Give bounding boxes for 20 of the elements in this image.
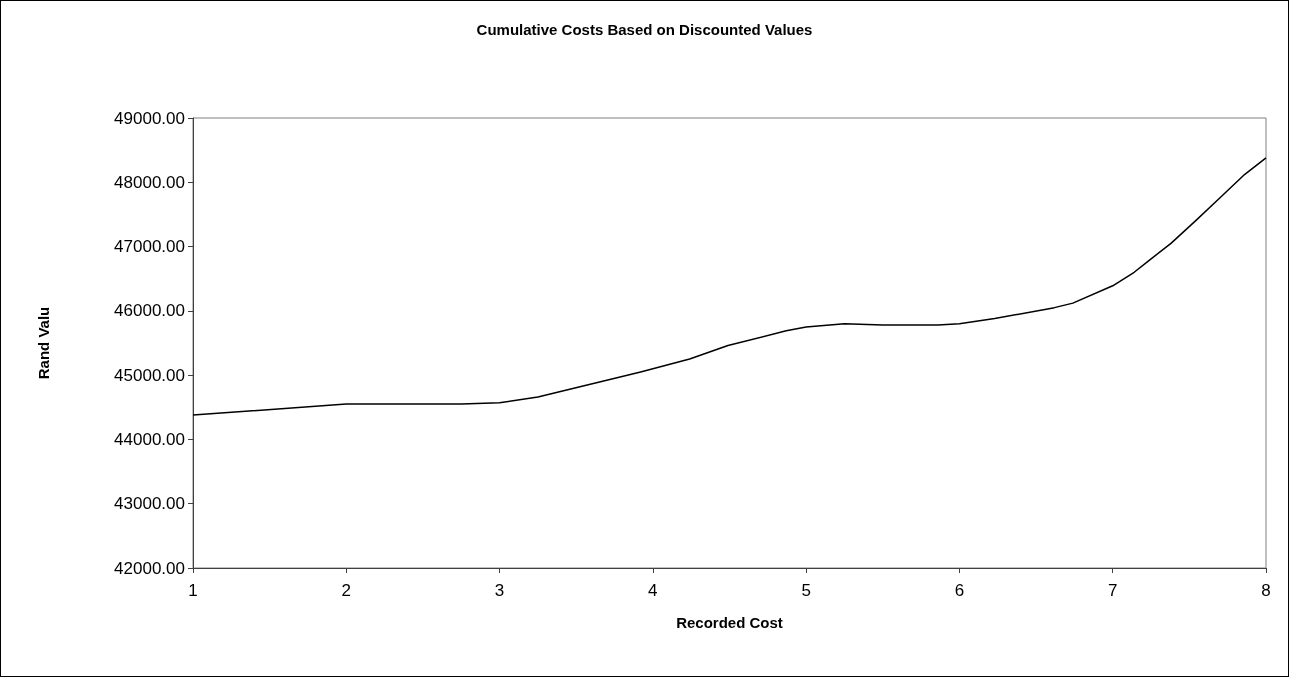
x-tick-label: 6 (954, 581, 965, 600)
x-tick-label: 7 (1107, 581, 1118, 600)
x-tick-label: 4 (648, 581, 658, 600)
x-tick-label: 2 (341, 581, 352, 600)
y-tick-label: 43000.00 (114, 494, 185, 514)
x-tick-label: 8 (1261, 581, 1271, 600)
y-tick-label: 45000.00 (114, 365, 185, 385)
y-tick-label: 47000.00 (114, 237, 185, 257)
x-axis-title: Recorded Cost (676, 614, 783, 631)
y-tick-label: 44000.00 (114, 429, 185, 449)
y-tick-label: 49000.00 (114, 108, 185, 128)
y-tick-label: 42000.00 (114, 558, 185, 578)
y-axis-title: Rand Valu (35, 306, 52, 380)
x-tick-label: 5 (801, 581, 811, 600)
line-series (192, 157, 1267, 416)
y-tick-label: 48000.00 (114, 172, 185, 192)
y-tick-label: 46000.00 (114, 301, 185, 321)
chart-title: Cumulative Costs Based on Discounted Values (476, 21, 813, 38)
x-tick-label: 3 (494, 581, 505, 600)
x-tick-label: 1 (188, 581, 198, 600)
